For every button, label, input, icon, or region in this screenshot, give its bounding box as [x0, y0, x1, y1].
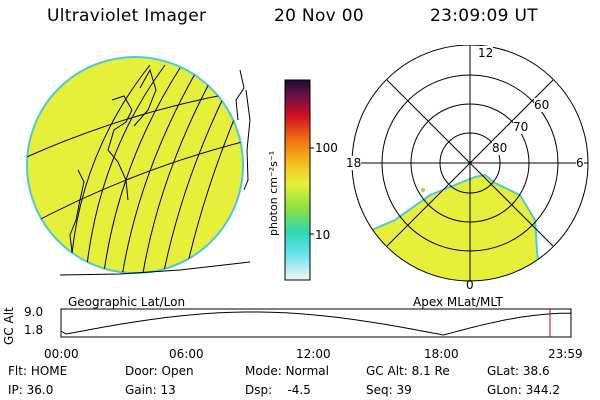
status-door: Door: Open	[125, 364, 194, 378]
mlt-label-top: 12	[478, 46, 494, 60]
mlat-label-60: 60	[534, 98, 550, 112]
status-gc-alt: GC Alt: 8.1 Re	[366, 364, 450, 378]
mlt-label-right: 6	[576, 156, 584, 170]
alt-xtick-1800: 18:00	[424, 347, 459, 361]
status-gain: Gain: 13	[125, 383, 176, 397]
alt-xtick-0600: 06:00	[169, 347, 204, 361]
polar-mlat-mlt-plot	[351, 45, 589, 282]
alt-ytick-high: 9.0	[24, 305, 44, 319]
colorbar-tick-100: 100	[315, 141, 338, 155]
alt-ytick-low: 1.8	[24, 323, 44, 337]
intensity-colorbar	[284, 79, 314, 281]
date-label: 20 Nov 00	[274, 6, 364, 26]
alt-xtick-2359: 23:59	[548, 347, 583, 361]
mlt-label-left: 18	[346, 156, 362, 170]
mlat-label-80: 80	[492, 141, 508, 155]
time-label: 23:09:09 UT	[430, 6, 538, 26]
geo-panel-caption: Geographic Lat/Lon	[68, 295, 186, 309]
alt-xtick-0000: 00:00	[44, 347, 79, 361]
alt-xtick-1200: 12:00	[296, 347, 331, 361]
colorbar-unit-label: photon cm⁻²s⁻¹	[267, 150, 280, 236]
status-glon: GLon: 344.2	[487, 383, 560, 397]
status-ip: IP: 36.0	[8, 383, 54, 397]
mlat-label-70: 70	[513, 120, 529, 134]
mlt-label-bottom: 0	[466, 278, 474, 292]
app-title: Ultraviolet Imager	[47, 6, 207, 26]
status-dsp: Dsp: -4.5	[245, 383, 311, 397]
status-glat: GLat: 38.6	[487, 364, 550, 378]
status-seq: Seq: 39	[366, 383, 412, 397]
status-flt: Flt: HOME	[8, 364, 68, 378]
polar-panel-caption: Apex MLat/MLT	[413, 295, 503, 309]
altitude-timeline-plot	[60, 308, 572, 338]
geographic-globe-image	[26, 56, 251, 276]
colorbar-tick-10: 10	[315, 228, 331, 242]
status-mode: Mode: Normal	[245, 364, 329, 378]
alt-plot-ylabel: GC Alt	[2, 307, 16, 345]
